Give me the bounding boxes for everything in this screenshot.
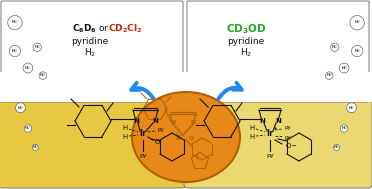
Text: py: py xyxy=(285,125,291,130)
Text: N: N xyxy=(152,118,158,124)
Text: N: N xyxy=(259,118,265,124)
Text: Ir: Ir xyxy=(266,129,274,139)
Text: H$_2$: H$_2$ xyxy=(348,104,355,112)
FancyBboxPatch shape xyxy=(0,87,186,188)
Text: py: py xyxy=(266,153,274,159)
Circle shape xyxy=(339,63,349,73)
FancyBboxPatch shape xyxy=(1,1,183,102)
Text: H$_2$: H$_2$ xyxy=(331,43,338,51)
Text: H$_2$: H$_2$ xyxy=(12,19,18,26)
Text: H$_2$: H$_2$ xyxy=(25,64,31,72)
Text: N: N xyxy=(190,121,196,125)
Text: H$_2$: H$_2$ xyxy=(354,47,360,55)
Text: H: H xyxy=(249,134,254,140)
Circle shape xyxy=(350,15,364,30)
Circle shape xyxy=(8,15,22,30)
Text: py: py xyxy=(139,153,147,159)
Circle shape xyxy=(33,43,41,51)
Text: $\mathbf{CD_2Cl_2}$: $\mathbf{CD_2Cl_2}$ xyxy=(108,23,142,35)
Text: O: O xyxy=(188,136,193,140)
Text: pyridine: pyridine xyxy=(227,36,264,46)
Text: py: py xyxy=(285,135,291,139)
Text: H$_2$: H$_2$ xyxy=(34,43,41,51)
Circle shape xyxy=(334,144,340,150)
Text: O: O xyxy=(154,139,160,145)
Circle shape xyxy=(16,103,25,113)
Circle shape xyxy=(39,72,46,79)
Circle shape xyxy=(32,144,38,150)
Circle shape xyxy=(352,45,363,57)
Circle shape xyxy=(331,43,339,51)
Circle shape xyxy=(24,125,32,132)
Bar xyxy=(186,72,372,102)
Text: H$_2$: H$_2$ xyxy=(240,47,252,59)
Text: H$_2$: H$_2$ xyxy=(84,47,96,59)
Circle shape xyxy=(326,72,333,79)
Text: H$_2$: H$_2$ xyxy=(17,104,24,112)
Circle shape xyxy=(347,103,356,113)
Bar xyxy=(0,0,186,101)
Bar xyxy=(0,0,186,101)
Text: H: H xyxy=(249,125,254,131)
Text: py: py xyxy=(158,128,164,132)
Text: H$_2$: H$_2$ xyxy=(12,47,18,55)
Text: pyridine: pyridine xyxy=(71,36,109,46)
Circle shape xyxy=(23,63,33,73)
Text: $\mathbf{CD_3OD}$: $\mathbf{CD_3OD}$ xyxy=(226,22,266,36)
FancyBboxPatch shape xyxy=(184,87,372,188)
FancyBboxPatch shape xyxy=(187,1,369,102)
Text: H$_2$: H$_2$ xyxy=(39,72,46,79)
Text: N: N xyxy=(133,118,139,124)
Text: Ir: Ir xyxy=(140,129,147,139)
Bar xyxy=(0,72,186,102)
Circle shape xyxy=(9,45,20,57)
Text: +: + xyxy=(273,125,278,130)
FancyArrowPatch shape xyxy=(218,83,242,99)
Text: Ir: Ir xyxy=(176,132,182,142)
Text: H$_2$: H$_2$ xyxy=(341,64,347,72)
Text: H$_2$: H$_2$ xyxy=(354,19,360,26)
Text: H: H xyxy=(122,134,128,140)
Text: H$_2$: H$_2$ xyxy=(326,72,333,79)
FancyArrowPatch shape xyxy=(131,83,154,99)
Text: O: O xyxy=(285,143,291,149)
Text: H$_2$: H$_2$ xyxy=(333,144,340,151)
Text: N: N xyxy=(275,118,281,124)
Text: N: N xyxy=(170,121,176,125)
Text: –: – xyxy=(292,142,296,150)
Text: H$_2$: H$_2$ xyxy=(25,125,31,132)
Circle shape xyxy=(340,125,348,132)
Text: H$_2$: H$_2$ xyxy=(32,144,39,151)
Text: H$_2$: H$_2$ xyxy=(341,125,347,132)
Text: $\mathbf{C_6D_6}$ or: $\mathbf{C_6D_6}$ or xyxy=(72,23,110,35)
Text: H: H xyxy=(122,125,128,131)
Ellipse shape xyxy=(132,92,240,182)
